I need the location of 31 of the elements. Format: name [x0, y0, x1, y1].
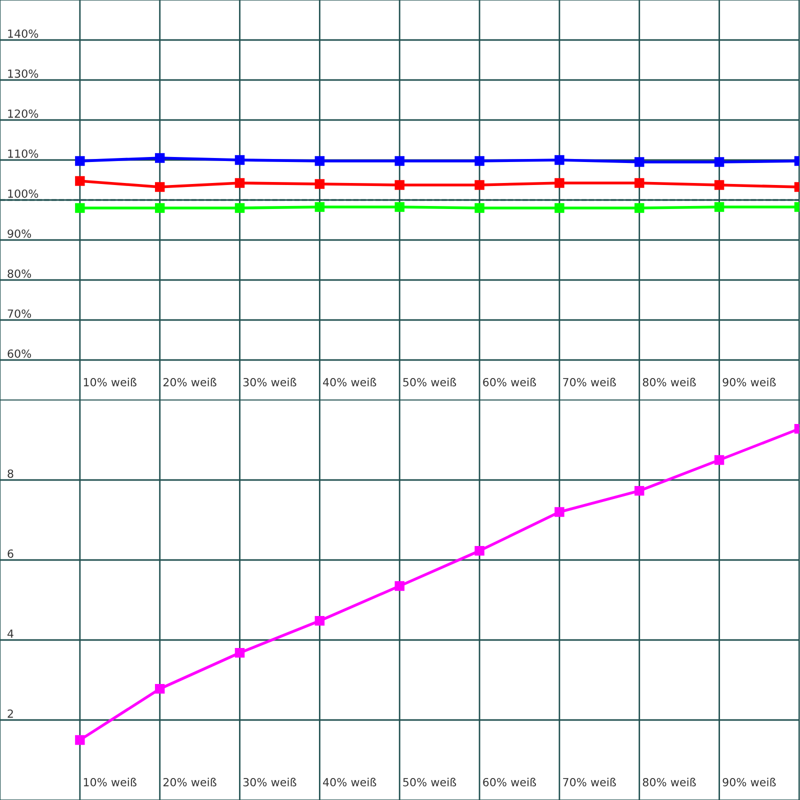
y-tick-label: 140% [8, 29, 38, 38]
x-tick-label: 80% weiß [642, 378, 696, 386]
y-tick-label: 4 [7, 630, 14, 638]
y-tick-label: 90% [8, 229, 32, 238]
x-tick-label: 10% weiß [84, 778, 136, 786]
x-tick-label: 40% weiß [323, 378, 376, 386]
x-tick-label: 90% weiß [722, 778, 776, 786]
y-tick-label: 60% [8, 349, 32, 358]
x-tick-label: 30% weiß [243, 378, 296, 386]
x-tick-label: 70% weiß [563, 778, 616, 786]
y-tick-label: 120% [8, 109, 38, 118]
y-tick-label: 100% [8, 189, 38, 198]
y-tick-label: 6 [8, 549, 14, 558]
x-tick-label: 50% weiß [403, 778, 456, 786]
x-tick-label: 10% weiß [84, 378, 136, 386]
y-tick-label: 8 [8, 469, 14, 478]
x-tick-label: 70% weiß [563, 378, 616, 386]
y-tick-label: 2 [8, 709, 13, 718]
x-tick-label: 60% weiß [483, 778, 536, 786]
x-tick-label: 50% weiß [403, 378, 456, 386]
y-tick-label: 70% [8, 309, 32, 318]
y-tick-label: 80% [8, 269, 32, 278]
x-tick-label: 20% weiß [163, 378, 216, 386]
x-tick-label: 40% weiß [323, 778, 376, 786]
x-tick-label: 60% weiß [483, 378, 536, 386]
x-tick-label: 90% weiß [722, 378, 776, 386]
y-tick-label: 130% [8, 69, 38, 78]
x-tick-label: 30% weiß [243, 778, 296, 786]
x-tick-label: 20% weiß [163, 778, 216, 786]
y-tick-label: 110% [8, 149, 38, 158]
x-tick-label: 80% weiß [642, 778, 696, 786]
